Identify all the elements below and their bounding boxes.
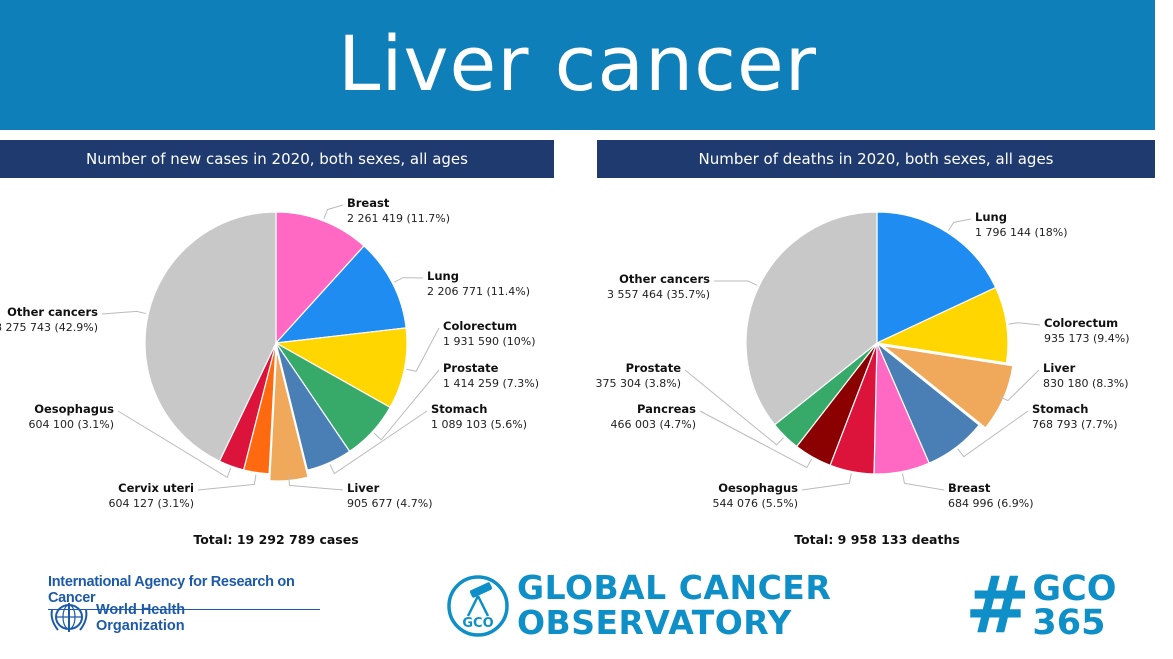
hashtag-symbol: # [965,561,1031,651]
chart-total-label: Total: 19 292 789 cases [193,532,358,547]
hashtag-gco365: # GCO 365 [965,561,1117,651]
leader-line-liver [998,369,1040,402]
slice-colorectum [874,286,1009,364]
slice-value-stomach: 768 793 (7.7%) [1032,418,1118,431]
slice-stomach [275,342,351,471]
slice-label-colorectum: Colorectum [1044,316,1118,330]
leader-line-lung [947,218,972,232]
leader-line-oesophagus [801,473,852,491]
leader-line-prostate [684,369,784,446]
slice-label-cervix-uteri: Cervix uteri [118,481,194,495]
slice-label-stomach: Stomach [431,402,487,416]
slice-label-liver: Liver [347,481,380,495]
gco-name: GLOBAL CANCER OBSERVATORY [517,568,832,642]
slice-label-breast: Breast [948,481,991,495]
leader-line-breast [323,204,344,220]
slice-value-oesophagus: 544 076 (5.5%) [712,497,798,510]
slice-other-cancers [144,211,277,462]
slice-label-pancreas: Pancreas [637,402,696,416]
leader-line-liver [288,475,344,491]
slice-other-cancers [745,211,878,426]
slice-value-other-cancers: 8 275 743 (42.9%) [0,321,98,334]
leader-line-lung [394,277,424,283]
slice-label-prostate: Prostate [443,361,499,375]
leader-line-stomach [957,410,1029,458]
leader-line-cervix-uteri [197,474,257,491]
title-banner: Liver cancer [0,0,1155,130]
slice-label-lung: Lung [975,210,1007,224]
leader-line-prostate [373,369,440,441]
leader-line-stomach [329,410,428,475]
who-emblem-icon [50,603,88,632]
leader-line-pancreas [699,410,813,469]
slice-value-prostate: 375 304 (3.8%) [595,377,681,390]
slice-label-colorectum: Colorectum [443,319,517,333]
slice-value-breast: 684 996 (6.9%) [948,497,1034,510]
slice-label-stomach: Stomach [1032,402,1088,416]
slice-value-oesophagus: 604 100 (3.1%) [28,418,114,431]
slice-value-pancreas: 466 003 (4.7%) [610,418,696,431]
slice-value-prostate: 1 414 259 (7.3%) [443,377,539,390]
slice-value-lung: 2 206 771 (11.4%) [427,285,530,298]
pie-chart-new-cases: Breast 2 261 419 (11.7%) Lung 2 206 771 (11… [0,196,539,547]
slice-value-liver: 905 677 (4.7%) [347,497,433,510]
who-logo: World Health Organization [48,600,206,636]
slice-label-prostate: Prostate [626,361,682,375]
leader-line-colorectum [1008,322,1041,326]
slice-label-other-cancers: Other cancers [619,272,710,286]
leader-line-breast [902,473,945,491]
slice-lung [274,245,407,344]
slice-value-lung: 1 796 144 (18%) [975,226,1068,239]
slice-label-other-cancers: Other cancers [7,305,98,319]
slice-label-oesophagus: Oesophagus [34,402,114,416]
cases-chart-header: Number of new cases in 2020, both sexes,… [0,140,554,178]
slice-value-liver: 830 180 (8.3%) [1043,377,1129,390]
leader-line-other-cancers [101,310,147,315]
slice-label-liver: Liver [1043,361,1076,375]
slice-colorectum [274,327,408,409]
slice-lung [876,211,997,344]
who-name: World Health Organization [96,602,186,634]
leader-line-colorectum [406,327,440,372]
gco-telescope-icon: GCO [447,575,509,637]
slice-value-breast: 2 261 419 (11.7%) [347,212,450,225]
chart-total-label: Total: 9 958 133 deaths [794,532,960,547]
slice-label-lung: Lung [427,269,459,283]
iarc-logo-text: International Agency for Research on Can… [48,574,320,610]
slice-breast [275,211,365,345]
deaths-chart-header: Number of deaths in 2020, both sexes, al… [597,140,1155,178]
leader-line-oesophagus [117,410,232,479]
page-title: Liver cancer [338,18,817,108]
pie-chart-deaths: Lung 1 796 144 (18%) Colorectum 935 173 (9.… [595,210,1129,547]
leader-line-other-cancers [713,280,758,286]
slice-label-oesophagus: Oesophagus [718,481,798,495]
slice-label-breast: Breast [347,196,390,210]
slice-value-colorectum: 935 173 (9.4%) [1044,332,1130,345]
gco-badge-text: GCO [462,616,493,631]
slice-value-cervix-uteri: 604 127 (3.1%) [108,497,194,510]
slice-value-stomach: 1 089 103 (5.6%) [431,418,527,431]
slice-value-colorectum: 1 931 590 (10%) [443,335,536,348]
slice-value-other-cancers: 3 557 464 (35.7%) [607,288,710,301]
